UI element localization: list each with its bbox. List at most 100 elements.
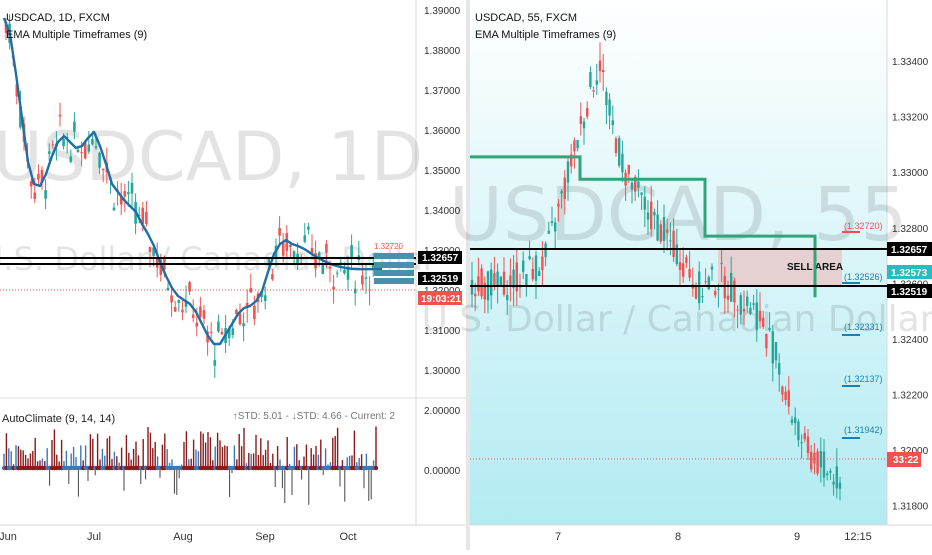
candle-body <box>538 271 541 276</box>
candle-body <box>730 273 733 302</box>
candle-body <box>112 207 116 211</box>
candle-body <box>784 391 787 400</box>
candle-body <box>595 80 598 85</box>
candle-body <box>58 114 62 117</box>
candle-body <box>148 246 152 253</box>
candle-body <box>557 203 560 207</box>
candle-body <box>209 331 213 333</box>
candle-body <box>544 243 547 257</box>
candle-body <box>739 295 742 315</box>
candle-body <box>37 173 40 180</box>
left-small-label: 1.32720 <box>374 242 403 251</box>
candle-body <box>672 230 675 258</box>
candle-body <box>643 196 646 210</box>
sell-area-zone <box>718 249 842 286</box>
candle-body <box>810 451 813 470</box>
right-ema-line <box>470 155 817 298</box>
candle-body <box>794 417 797 424</box>
left-panel: USDCAD, 1D U.S. Dollar / Canadian Dollar… <box>0 0 466 550</box>
candle-body <box>762 317 765 327</box>
candle-body <box>119 197 123 205</box>
candle-body <box>227 328 231 339</box>
target-levels: (1.32720) (1.32526) (1.32331) (1.32137) … <box>842 221 883 439</box>
candle-body <box>720 263 723 265</box>
candle-body <box>592 90 595 92</box>
candle-body <box>490 269 493 296</box>
candle-body <box>87 144 91 152</box>
candle-body <box>653 211 656 216</box>
candle-body <box>566 161 570 183</box>
target-label: (1.32720) <box>844 221 883 231</box>
right-time-axis-labels: 7 8 9 12:15 <box>555 531 872 543</box>
candle-body <box>33 192 37 200</box>
candle-body <box>816 451 819 474</box>
candle-body <box>130 182 134 194</box>
price-tick-label: 1.33000 <box>892 168 929 179</box>
price-tick-label: 1.32800 <box>892 224 929 235</box>
candle-body <box>714 290 717 296</box>
price-tick-label: 1.38000 <box>424 46 461 57</box>
candle-body <box>832 481 835 485</box>
price-tick-label: 1.33400 <box>892 57 929 68</box>
price-tick-label: 1.37000 <box>424 86 461 97</box>
candle-body <box>44 190 47 199</box>
candle-body <box>303 235 307 242</box>
left-label-sell-top-bg <box>418 251 462 264</box>
candle-body <box>509 275 512 287</box>
candle-body <box>253 305 256 320</box>
candle-body <box>353 288 357 294</box>
candle-body <box>296 253 299 265</box>
candle-body <box>474 293 477 297</box>
candle-body <box>576 140 579 149</box>
candle-body <box>98 152 101 168</box>
target-label: (1.32331) <box>844 322 883 332</box>
candle-body <box>570 154 573 167</box>
candle-body <box>835 466 838 489</box>
time-label: Sep <box>255 531 275 543</box>
candle-body <box>166 287 170 291</box>
candle-body <box>335 272 339 274</box>
left-indicator-title: EMA Multiple Timeframes (9) <box>6 29 147 41</box>
candle-body <box>586 107 589 117</box>
candle-body <box>675 244 678 265</box>
layout-divider[interactable] <box>466 0 470 550</box>
right-label-sell-top: 1.32657 <box>891 245 928 256</box>
candle-body <box>339 262 343 264</box>
candle-body <box>278 228 281 236</box>
candle-body <box>682 263 685 277</box>
candle-body <box>177 300 181 303</box>
time-label: 9 <box>794 531 800 543</box>
candle-body <box>470 279 474 295</box>
candle-body <box>541 256 544 271</box>
candle-body <box>701 296 704 298</box>
candle-body <box>787 390 790 407</box>
candle-body <box>271 274 274 280</box>
candle-body <box>634 176 637 192</box>
sub-tick-top: 2.00000 <box>424 406 461 417</box>
candle-body <box>321 263 325 275</box>
time-label: Aug <box>173 531 193 543</box>
candle-body <box>15 84 19 97</box>
candle-body <box>797 421 800 441</box>
candle-body <box>91 139 94 145</box>
time-label: Jun <box>0 531 17 543</box>
candle-body <box>746 296 749 306</box>
candle-body <box>343 270 346 274</box>
time-label: Jul <box>87 531 101 543</box>
right-label-sell-bottom: 1.32519 <box>891 287 928 298</box>
candle-body <box>480 268 483 297</box>
candle-body <box>51 144 55 146</box>
candle-body <box>582 121 586 129</box>
candle-body <box>618 138 621 166</box>
candle-body <box>525 274 528 286</box>
candle-body <box>83 142 87 159</box>
candle-body <box>238 313 242 325</box>
left-overlap-labels: 1.32720 <box>374 242 414 284</box>
right-label-current: 1.32573 <box>891 268 928 279</box>
candle-body <box>155 257 159 268</box>
candle-body <box>550 221 554 224</box>
candle-body <box>80 152 83 154</box>
candle-body <box>101 168 105 171</box>
price-tick-label: 1.32000 <box>892 446 929 457</box>
